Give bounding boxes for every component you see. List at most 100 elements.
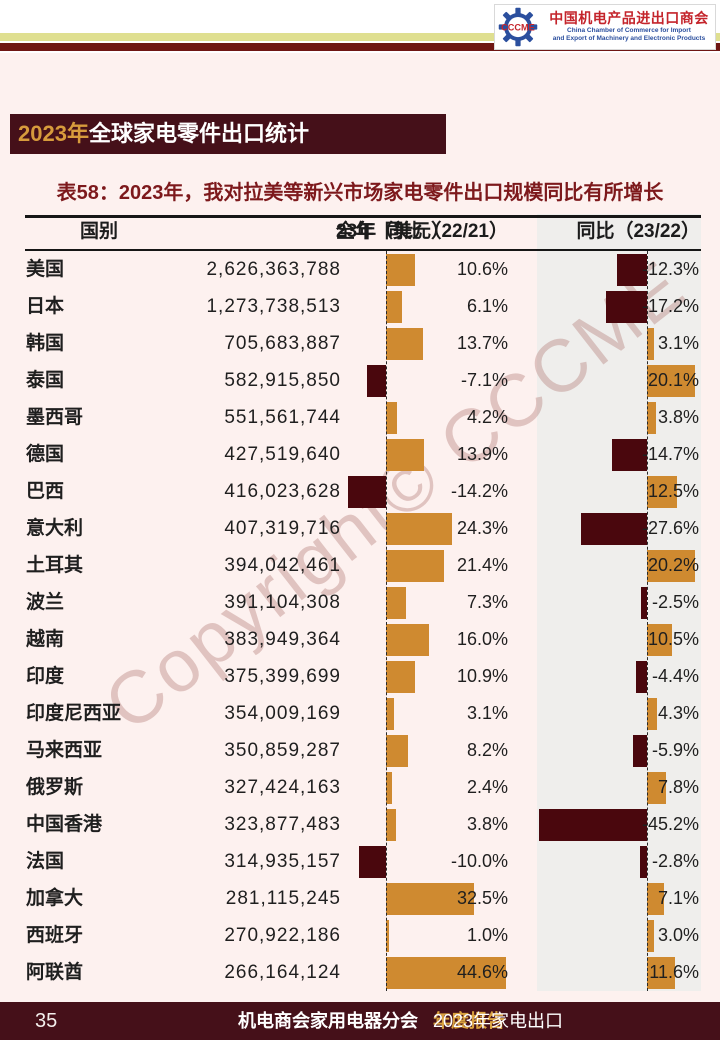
positive-bar [647,475,677,508]
export-value-usd: 281,115,245 [225,888,341,909]
positive-bar [386,327,423,360]
export-value-usd: 270,922,186 [224,925,341,946]
table-header-row: 国别 23年 全年（美元） 同比（22/21） 同比（23/22） [0,215,720,249]
yoy-22-21-value: 10.9% [456,666,508,686]
positive-bar [386,290,403,323]
positive-bar [386,512,452,545]
table-row: 印度 375,399,699 10.9% -4.4% [0,658,720,695]
positive-bar [647,623,673,656]
export-value-usd: 266,164,124 [224,962,341,983]
table-row: 日本 1,273,738,513 6.1% -17.2% [0,288,720,325]
yoy-23-22-column-band [537,214,701,991]
export-value-usd: 350,859,287 [224,740,341,761]
country-name: 巴西 [26,481,65,502]
positive-bar [386,919,389,952]
yoy-23-22-value: -12.3% [641,259,699,279]
table-caption: 表58：2023年，我对拉美等新兴市场家电零件出口规模同比有所增长 [56,182,664,204]
export-value-usd: 394,042,461 [224,555,341,576]
table-row: 泰国 582,915,850 -7.1% 20.1% [0,362,720,399]
country-name: 韩国 [26,333,65,354]
negative-bar [347,475,386,508]
header-yoy-22-21: 同比（22/21） [384,221,508,242]
yoy-23-22-value: 4.3% [657,703,699,723]
country-name: 印度尼西亚 [26,703,122,724]
negative-bar [611,438,647,471]
positive-bar [647,697,658,730]
yoy-23-22-value: 20.2% [647,555,699,575]
header-yoy-23-22: 同比（23/22） [576,221,700,242]
page-title-year: 2023年 [18,121,89,146]
export-value-usd: 327,424,163 [224,777,341,798]
header-value-year: 23年 [336,221,377,242]
table-body: 美国 2,626,363,788 10.6% -12.3% 日本 1,273,738,51… [0,251,720,991]
country-name: 美国 [26,259,65,280]
yoy-23-22-value: -5.9% [651,740,699,760]
yoy-23-22-value: -2.8% [651,851,699,871]
export-value-usd: 375,399,699 [224,666,341,687]
negative-bar [632,734,647,767]
export-value-usd: 416,023,628 [224,481,341,502]
table-row: 德国 427,519,640 13.9% -14.7% [0,436,720,473]
table-row: 加拿大 281,115,245 32.5% 7.1% [0,880,720,917]
yoy-23-22-value: -27.6% [641,518,699,538]
negative-bar [636,660,647,693]
country-name: 德国 [26,444,65,465]
yoy-22-21-value: 6.1% [466,296,508,316]
export-value-usd: 1,273,738,513 [206,296,341,317]
table-row: 中国香港 323,877,483 3.8% -45.2% [0,806,720,843]
table-row: 马来西亚 350,859,287 8.2% -5.9% [0,732,720,769]
country-name: 加拿大 [26,888,84,909]
logo-subtitle-en-1: China Chamber of Commerce for Import [567,26,691,34]
yoy-23-22-value: 3.8% [657,407,699,427]
positive-bar [386,623,430,656]
positive-bar [647,401,657,434]
logo-texts: 中国机电产品进出口商会 China Chamber of Commerce fo… [543,11,715,43]
yoy-23-22-value: 11.6% [649,962,699,982]
header-country: 国别 [80,221,119,242]
table-row: 俄罗斯 327,424,163 2.4% 7.8% [0,769,720,806]
page-number: 35 [35,1010,58,1032]
yoy-23-22-value: 10.5% [647,629,699,649]
table-row: 阿联酋 266,164,124 44.6% 11.6% [0,954,720,991]
logo-abbr: CCCME [501,23,535,33]
header-value-rest: 全年（美元） [336,221,451,242]
positive-bar [386,586,406,619]
positive-bar [647,364,696,397]
yoy-22-21-value: 1.0% [466,925,508,945]
positive-bar [386,438,424,471]
table-row: 法国 314,935,157 -10.0% -2.8% [0,843,720,880]
table-row: 西班牙 270,922,186 1.0% 3.0% [0,917,720,954]
positive-bar [647,549,696,582]
page-title: 2023年全球家电零件出口统计 [10,114,446,154]
negative-bar [605,290,647,323]
yoy-22-21-value: 3.1% [466,703,508,723]
export-value-usd: 314,935,157 [224,851,341,872]
yoy-22-21-value: 16.0% [456,629,508,649]
positive-bar [386,253,415,286]
gear-logo-icon: CCCME [498,7,538,47]
country-name: 中国香港 [26,814,103,835]
export-value-usd: 323,877,483 [224,814,341,835]
table-row: 波兰 391,104,308 7.3% -2.5% [0,584,720,621]
footer-report-plain: 2023年家电出口 [433,1011,564,1031]
yoy-23-22-value: 12.5% [647,481,699,501]
yoy-23-22-value: 20.1% [647,370,699,390]
positive-bar [647,327,655,360]
yoy-23-22-value: 3.1% [657,333,699,353]
negative-bar [538,808,647,841]
yoy-22-21-value: 21.4% [456,555,508,575]
logo-subtitle-en-2: and Export of Machinery and Electronic P… [552,35,706,43]
positive-bar [386,660,416,693]
page-footer: 35 机电商会家用电器分会 2023年家电出口 年度报告 [0,1002,720,1040]
yoy-23-22-value: -17.2% [641,296,699,316]
yoy-23-22-value: -14.7% [641,444,699,464]
yoy-22-21-baseline [386,251,387,991]
country-name: 泰国 [26,370,65,391]
table-row: 美国 2,626,363,788 10.6% -12.3% [0,251,720,288]
header-stripe-yellow [0,33,720,41]
country-name: 马来西亚 [26,740,103,761]
country-name: 法国 [26,851,65,872]
negative-bar [359,845,386,878]
yoy-23-22-value: 7.8% [657,777,699,797]
